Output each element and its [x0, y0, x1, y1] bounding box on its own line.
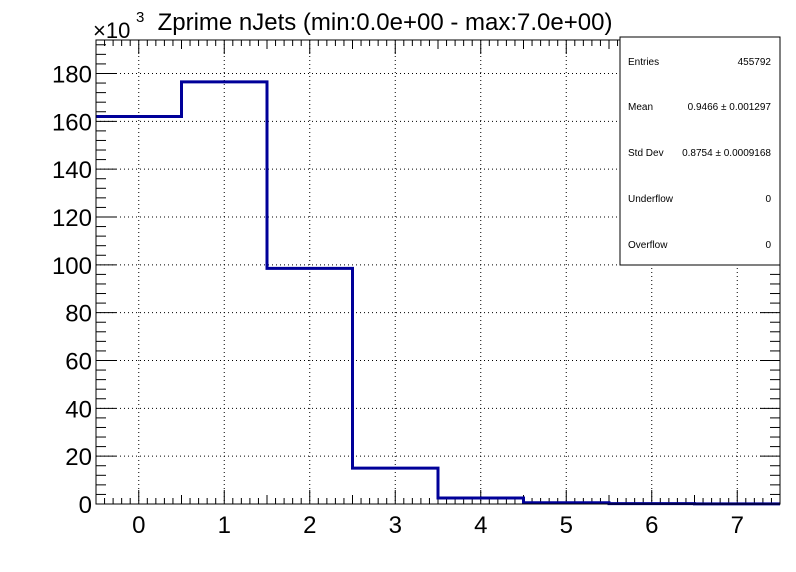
stats-overflow-label: Overflow	[628, 240, 668, 251]
y-scale-power: 3	[136, 9, 144, 26]
x-tick-label: 1	[218, 512, 231, 539]
y-tick-label: 120	[52, 205, 92, 232]
stats-mean-value: 0.9466 ± 0.001297	[688, 102, 772, 113]
y-tick-label: 20	[65, 444, 92, 471]
stats-stddev-value: 0.8754 ± 0.0009168	[682, 148, 771, 159]
x-tick-label: 3	[389, 512, 402, 539]
stats-underflow-value: 0	[765, 194, 771, 205]
y-tick-label: 180	[52, 61, 92, 88]
y-tick-label: 140	[52, 157, 92, 184]
grid-lines	[96, 40, 780, 504]
y-tick-label: 0	[79, 492, 92, 519]
y-tick-label: 160	[52, 109, 92, 136]
y-tick-labels: 0 20 40 60 80 100 120 140 160 180	[52, 61, 92, 519]
plot-frame	[95, 39, 781, 505]
x-tick-label: 6	[645, 512, 658, 539]
stats-box: Entries 455792 Mean 0.9466 ± 0.001297 St…	[619, 36, 781, 266]
y-scale-exponent: ×10 3	[93, 9, 144, 43]
stats-overflow-value: 0	[765, 240, 771, 251]
x-tick-label: 7	[731, 512, 744, 539]
x-tick-label: 2	[303, 512, 316, 539]
stats-entries-value: 455792	[738, 57, 772, 68]
x-tick-labels: 0 1 2 3 4 5 6 7	[132, 512, 744, 539]
y-tick-label: 80	[65, 301, 92, 328]
stats-mean-label: Mean	[628, 102, 653, 113]
chart-title: Zprime nJets (min:0.0e+00 - max:7.0e+00)	[158, 9, 613, 36]
y-tick-label: 60	[65, 348, 92, 375]
stats-entries-label: Entries	[628, 57, 659, 68]
x-tick-label: 5	[560, 512, 573, 539]
stats-underflow-label: Underflow	[628, 194, 674, 205]
y-scale-multiplier: ×10	[93, 18, 130, 43]
y-tick-label: 40	[65, 396, 92, 423]
x-tick-label: 0	[132, 512, 145, 539]
stats-stddev-label: Std Dev	[628, 148, 664, 159]
stats-box-frame	[619, 36, 781, 266]
x-tick-label: 4	[474, 512, 487, 539]
y-tick-label: 100	[52, 253, 92, 280]
